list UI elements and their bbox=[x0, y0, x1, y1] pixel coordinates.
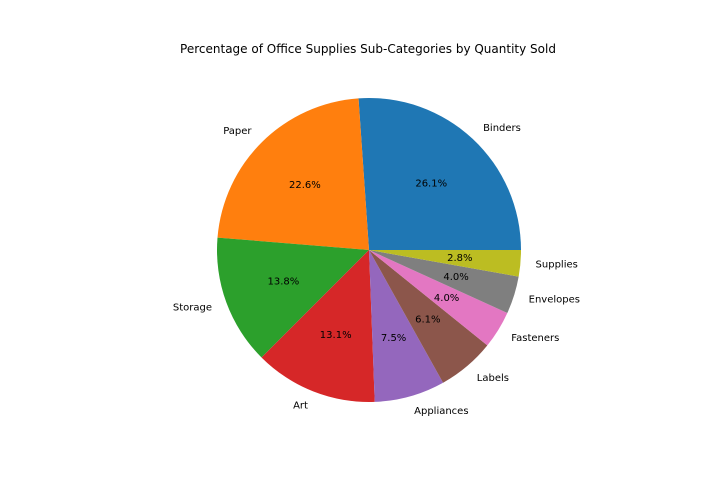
chart-title: Percentage of Office Supplies Sub-Catego… bbox=[180, 42, 556, 56]
pie-slice-envelopes bbox=[369, 250, 519, 313]
slice-label-binders: Binders bbox=[483, 123, 521, 134]
slice-percent-fasteners: 4.0% bbox=[434, 293, 459, 304]
slice-label-supplies: Supplies bbox=[536, 260, 578, 271]
slice-label-fasteners: Fasteners bbox=[511, 333, 559, 344]
slice-percent-paper: 22.6% bbox=[289, 180, 321, 191]
pie-percent-labels: 26.1% 22.6% 13.8% 13.1% 7.5% 6.1% 4.0% 4.0% 2.8% bbox=[267, 178, 472, 343]
slice-label-storage: Storage bbox=[173, 303, 212, 314]
slice-percent-appliances: 7.5% bbox=[381, 333, 406, 344]
slice-percent-supplies: 2.8% bbox=[447, 253, 472, 264]
slice-percent-binders: 26.1% bbox=[415, 178, 447, 189]
slice-label-art: Art bbox=[293, 401, 308, 412]
pie-slices bbox=[217, 98, 521, 402]
pie-slice-art bbox=[261, 250, 375, 402]
pie-slice-binders bbox=[358, 98, 521, 251]
pie-slice-supplies bbox=[369, 250, 521, 277]
pie-labels: Binders Paper Storage Art Appliances Labels Fa… bbox=[173, 123, 580, 417]
slice-label-paper: Paper bbox=[223, 126, 252, 137]
pie-slice-storage bbox=[217, 237, 369, 358]
slice-percent-art: 13.1% bbox=[320, 330, 352, 341]
slice-label-appliances: Appliances bbox=[414, 406, 468, 417]
pie-slice-paper bbox=[217, 98, 369, 250]
slice-percent-labels: 6.1% bbox=[415, 315, 440, 326]
slice-percent-storage: 13.8% bbox=[267, 276, 299, 287]
slice-label-labels: Labels bbox=[477, 373, 509, 384]
slice-percent-envelopes: 4.0% bbox=[443, 272, 468, 283]
pie-slice-labels bbox=[369, 250, 488, 383]
pie-slice-fasteners bbox=[369, 250, 508, 346]
slice-label-envelopes: Envelopes bbox=[529, 295, 580, 306]
pie-slice-appliances bbox=[369, 250, 444, 402]
